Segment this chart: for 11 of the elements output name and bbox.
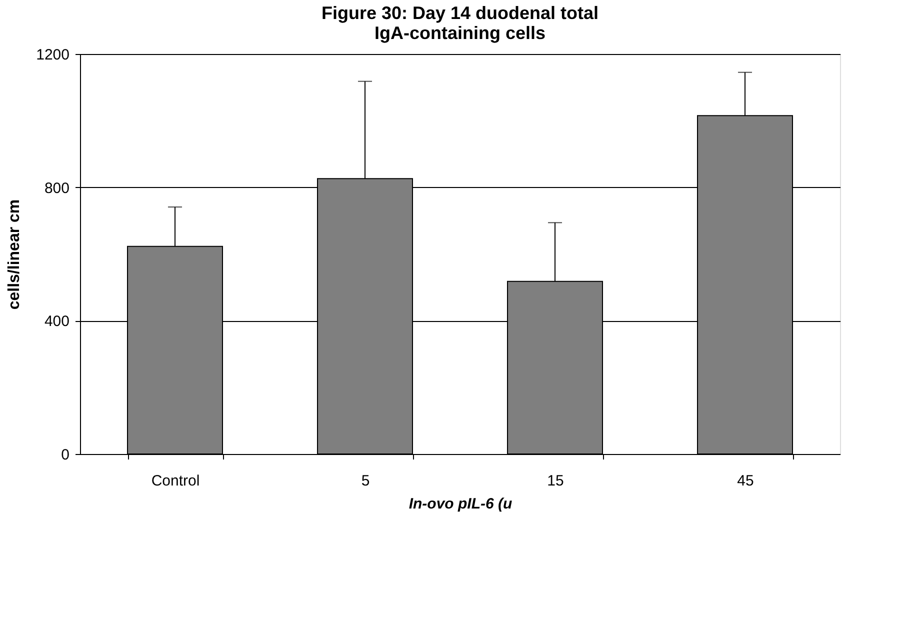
x-axis-title: In-ovo pIL-6 (u (408, 496, 512, 512)
y-tick-label: 400 (44, 313, 70, 330)
y-tick-label: 1200 (36, 46, 70, 64)
y-tick-label: 0 (61, 446, 70, 464)
x-tick-label: 5 (361, 472, 370, 490)
y-axis-title: cells/linear cm (6, 199, 24, 310)
x-tick-label: Control (151, 472, 200, 490)
y-tick-label: 800 (44, 180, 70, 197)
x-tick-label: 15 (547, 472, 564, 490)
chart-title: Figure 30: Day 14 duodenal total IgA-containing cells (321, 3, 599, 43)
x-tick-label: 45 (737, 472, 754, 490)
